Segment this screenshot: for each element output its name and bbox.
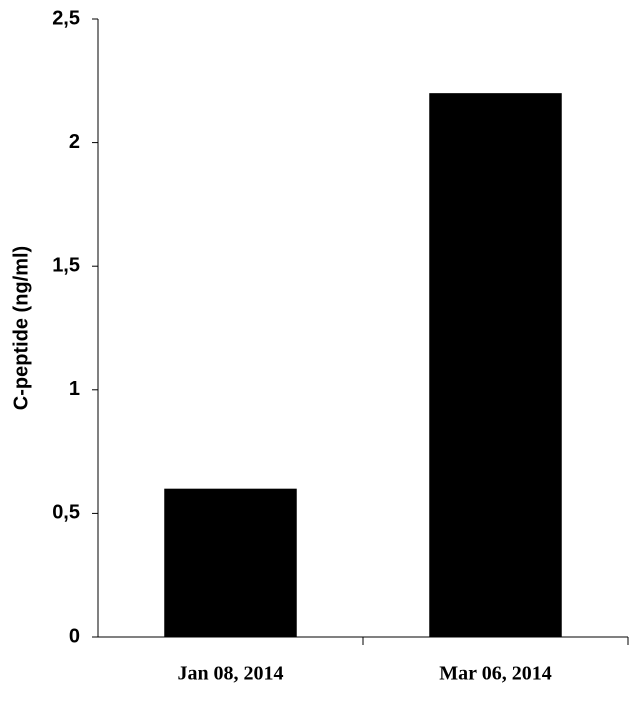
y-tick-label: 1 (69, 378, 80, 400)
y-tick-label: 2,5 (52, 7, 80, 29)
y-tick-label: 2 (69, 131, 80, 153)
y-tick-label: 0 (69, 625, 80, 647)
y-tick-label: 0,5 (52, 502, 80, 524)
bar (164, 488, 297, 637)
y-axis-label: C-peptide (ng/ml) (10, 246, 32, 410)
y-tick-label: 1,5 (52, 254, 80, 276)
bar (429, 93, 562, 637)
x-tick-label: Jan 08, 2014 (177, 663, 283, 685)
x-tick-label: Mar 06, 2014 (439, 663, 551, 685)
